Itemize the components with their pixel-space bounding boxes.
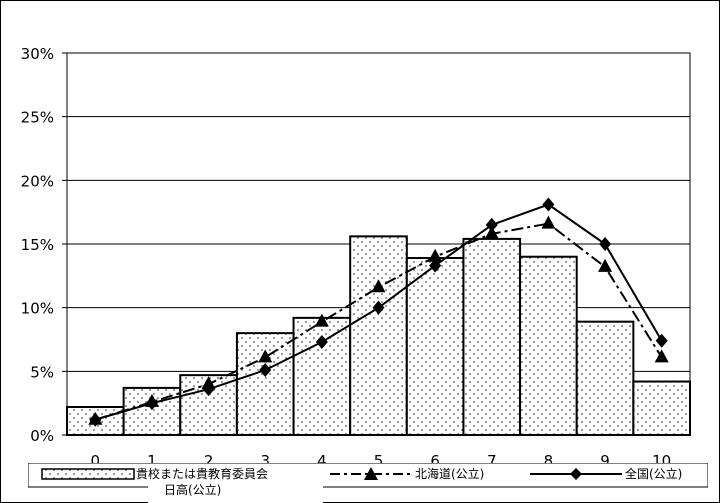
legend: 貴校または貴教育委員会 日高(公立) 北海道(公立) 全国(公立) (28, 463, 708, 503)
x-tick-label: 8 (544, 452, 554, 470)
triangle-marker (314, 313, 329, 327)
y-tick-label: 15% (21, 236, 54, 254)
bar (405, 257, 465, 436)
diamond-marker (315, 335, 328, 350)
y-tick-label: 5% (30, 363, 54, 381)
y-tick-label: 25% (21, 109, 54, 127)
triangle-marker (541, 215, 556, 229)
diamond-marker (202, 382, 215, 397)
x-tick-label: 5 (374, 452, 384, 470)
diamond-marker (145, 396, 158, 411)
x-tick-label: 9 (600, 452, 610, 470)
legend-triangle-marker (364, 467, 378, 480)
legend-bar-label-mask (148, 482, 323, 503)
triangle-marker (654, 349, 669, 363)
y-tick-label: 20% (21, 172, 54, 190)
diamond-marker (372, 300, 385, 315)
x-tick-label: 3 (260, 452, 270, 470)
bar (462, 237, 522, 436)
bar-series (66, 235, 692, 437)
legend-zenkoku-label: 全国(公立) (625, 466, 682, 481)
y-axis: 0% 5% 10% 15% 20% 25% 30% (21, 45, 67, 445)
x-axis: 0 1 2 3 4 5 6 7 8 9 10 (91, 452, 672, 470)
bar (575, 320, 635, 437)
diamond-marker (485, 217, 498, 232)
diamond-marker (429, 258, 442, 273)
triangle-marker (484, 225, 499, 239)
bar (519, 255, 578, 436)
bar (632, 380, 692, 436)
diamond-marker (542, 197, 555, 212)
legend-bar-label-line2: 日高(公立) (164, 482, 221, 497)
diamond-marker (655, 333, 668, 348)
y-tick-label: 30% (21, 45, 54, 63)
legend-bar-label: 貴校または貴教育委員会 (136, 466, 268, 481)
x-tick-label: 7 (487, 452, 497, 470)
y-tick-label: 10% (21, 300, 54, 318)
triangle-marker (428, 248, 443, 262)
series-line-hokkaido (95, 222, 663, 421)
diamond-marker (599, 237, 612, 251)
legend-bar-swatch (41, 468, 135, 480)
triangle-marker (371, 279, 386, 293)
x-tick-label: 0 (91, 452, 101, 470)
x-tick-label: 1 (147, 452, 157, 470)
diamond-marker (259, 363, 272, 378)
triangle-marker (598, 258, 613, 272)
legend-hokkaido-label: 北海道(公立) (415, 466, 484, 481)
bar (349, 235, 408, 436)
diamond-marker (89, 412, 102, 427)
y-tick-label: 0% (30, 427, 54, 445)
legend-diamond-marker (570, 468, 582, 480)
x-tick-label: 2 (204, 452, 214, 470)
triangle-marker (258, 349, 273, 363)
bar (235, 332, 295, 436)
x-tick-label: 6 (430, 452, 440, 470)
line-series (88, 197, 669, 427)
x-tick-label: 4 (317, 452, 327, 470)
